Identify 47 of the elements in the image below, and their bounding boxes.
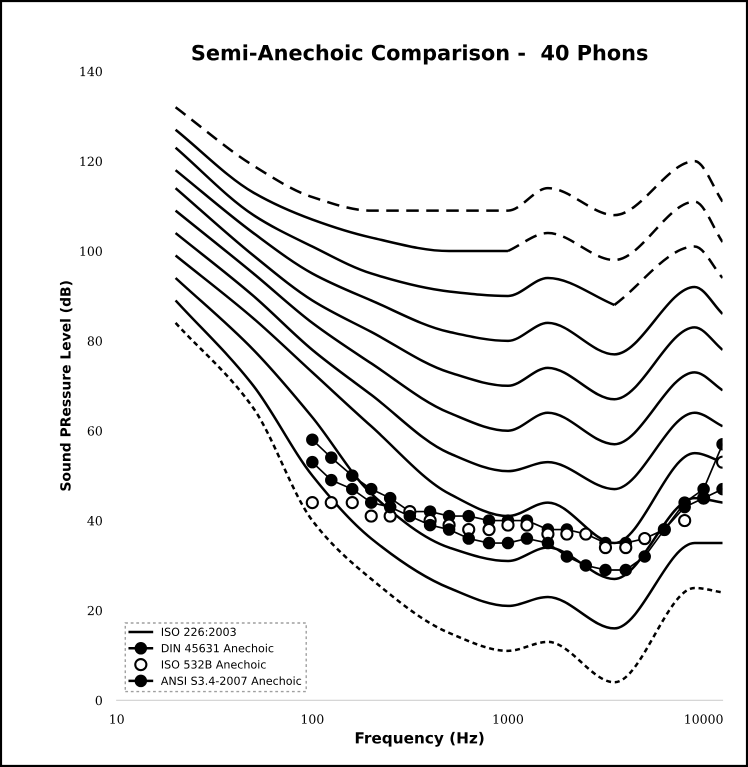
point	[482, 536, 496, 550]
point	[638, 550, 651, 563]
chart-title: Semi-Anechoic Comparison - 40 Phons	[192, 44, 648, 65]
point	[324, 496, 338, 510]
point	[364, 496, 378, 509]
legend-label: DIN 45631 Anechoic	[162, 644, 274, 652]
legend-label: ANSI S3.4-2007 Anechoic	[160, 676, 302, 685]
legend-label: ISO 226:2003	[162, 628, 236, 636]
y-tick-label: 100	[80, 246, 102, 256]
legend-label: ISO 532B Anechoic	[162, 660, 266, 669]
point	[678, 514, 692, 528]
point	[346, 496, 359, 510]
point	[560, 550, 574, 563]
x-tick-label: 10000	[685, 714, 723, 724]
point	[599, 564, 612, 576]
point	[462, 510, 475, 522]
point	[364, 482, 378, 496]
x-tick-label: 10	[110, 714, 124, 724]
point	[424, 518, 436, 532]
y-axis-title: Sound PRessure Level (dB)	[60, 281, 72, 491]
point	[306, 496, 319, 510]
y-tick-label: 80	[88, 336, 102, 346]
point	[502, 536, 514, 550]
x-tick-label: 1000	[494, 714, 524, 724]
point	[580, 559, 592, 572]
point	[442, 523, 456, 536]
point	[325, 451, 338, 464]
y-tick-label: 20	[88, 606, 102, 616]
point	[462, 532, 475, 545]
y-tick-label: 0	[96, 696, 102, 706]
x-axis-title: Frequency (Hz)	[356, 732, 484, 747]
point	[306, 456, 319, 468]
point	[542, 536, 554, 550]
point	[364, 509, 378, 523]
y-tick-label: 40	[87, 516, 102, 526]
point	[346, 469, 359, 482]
point	[482, 522, 496, 536]
point	[404, 510, 416, 522]
point	[306, 433, 319, 446]
y-tick-label: 140	[80, 66, 102, 76]
y-tick-label: 60	[88, 426, 102, 436]
point	[620, 564, 632, 576]
point	[346, 482, 359, 496]
x-tick-label: 100	[302, 714, 324, 724]
point	[325, 474, 338, 486]
y-tick-label: 120	[80, 156, 102, 166]
point	[520, 532, 534, 545]
